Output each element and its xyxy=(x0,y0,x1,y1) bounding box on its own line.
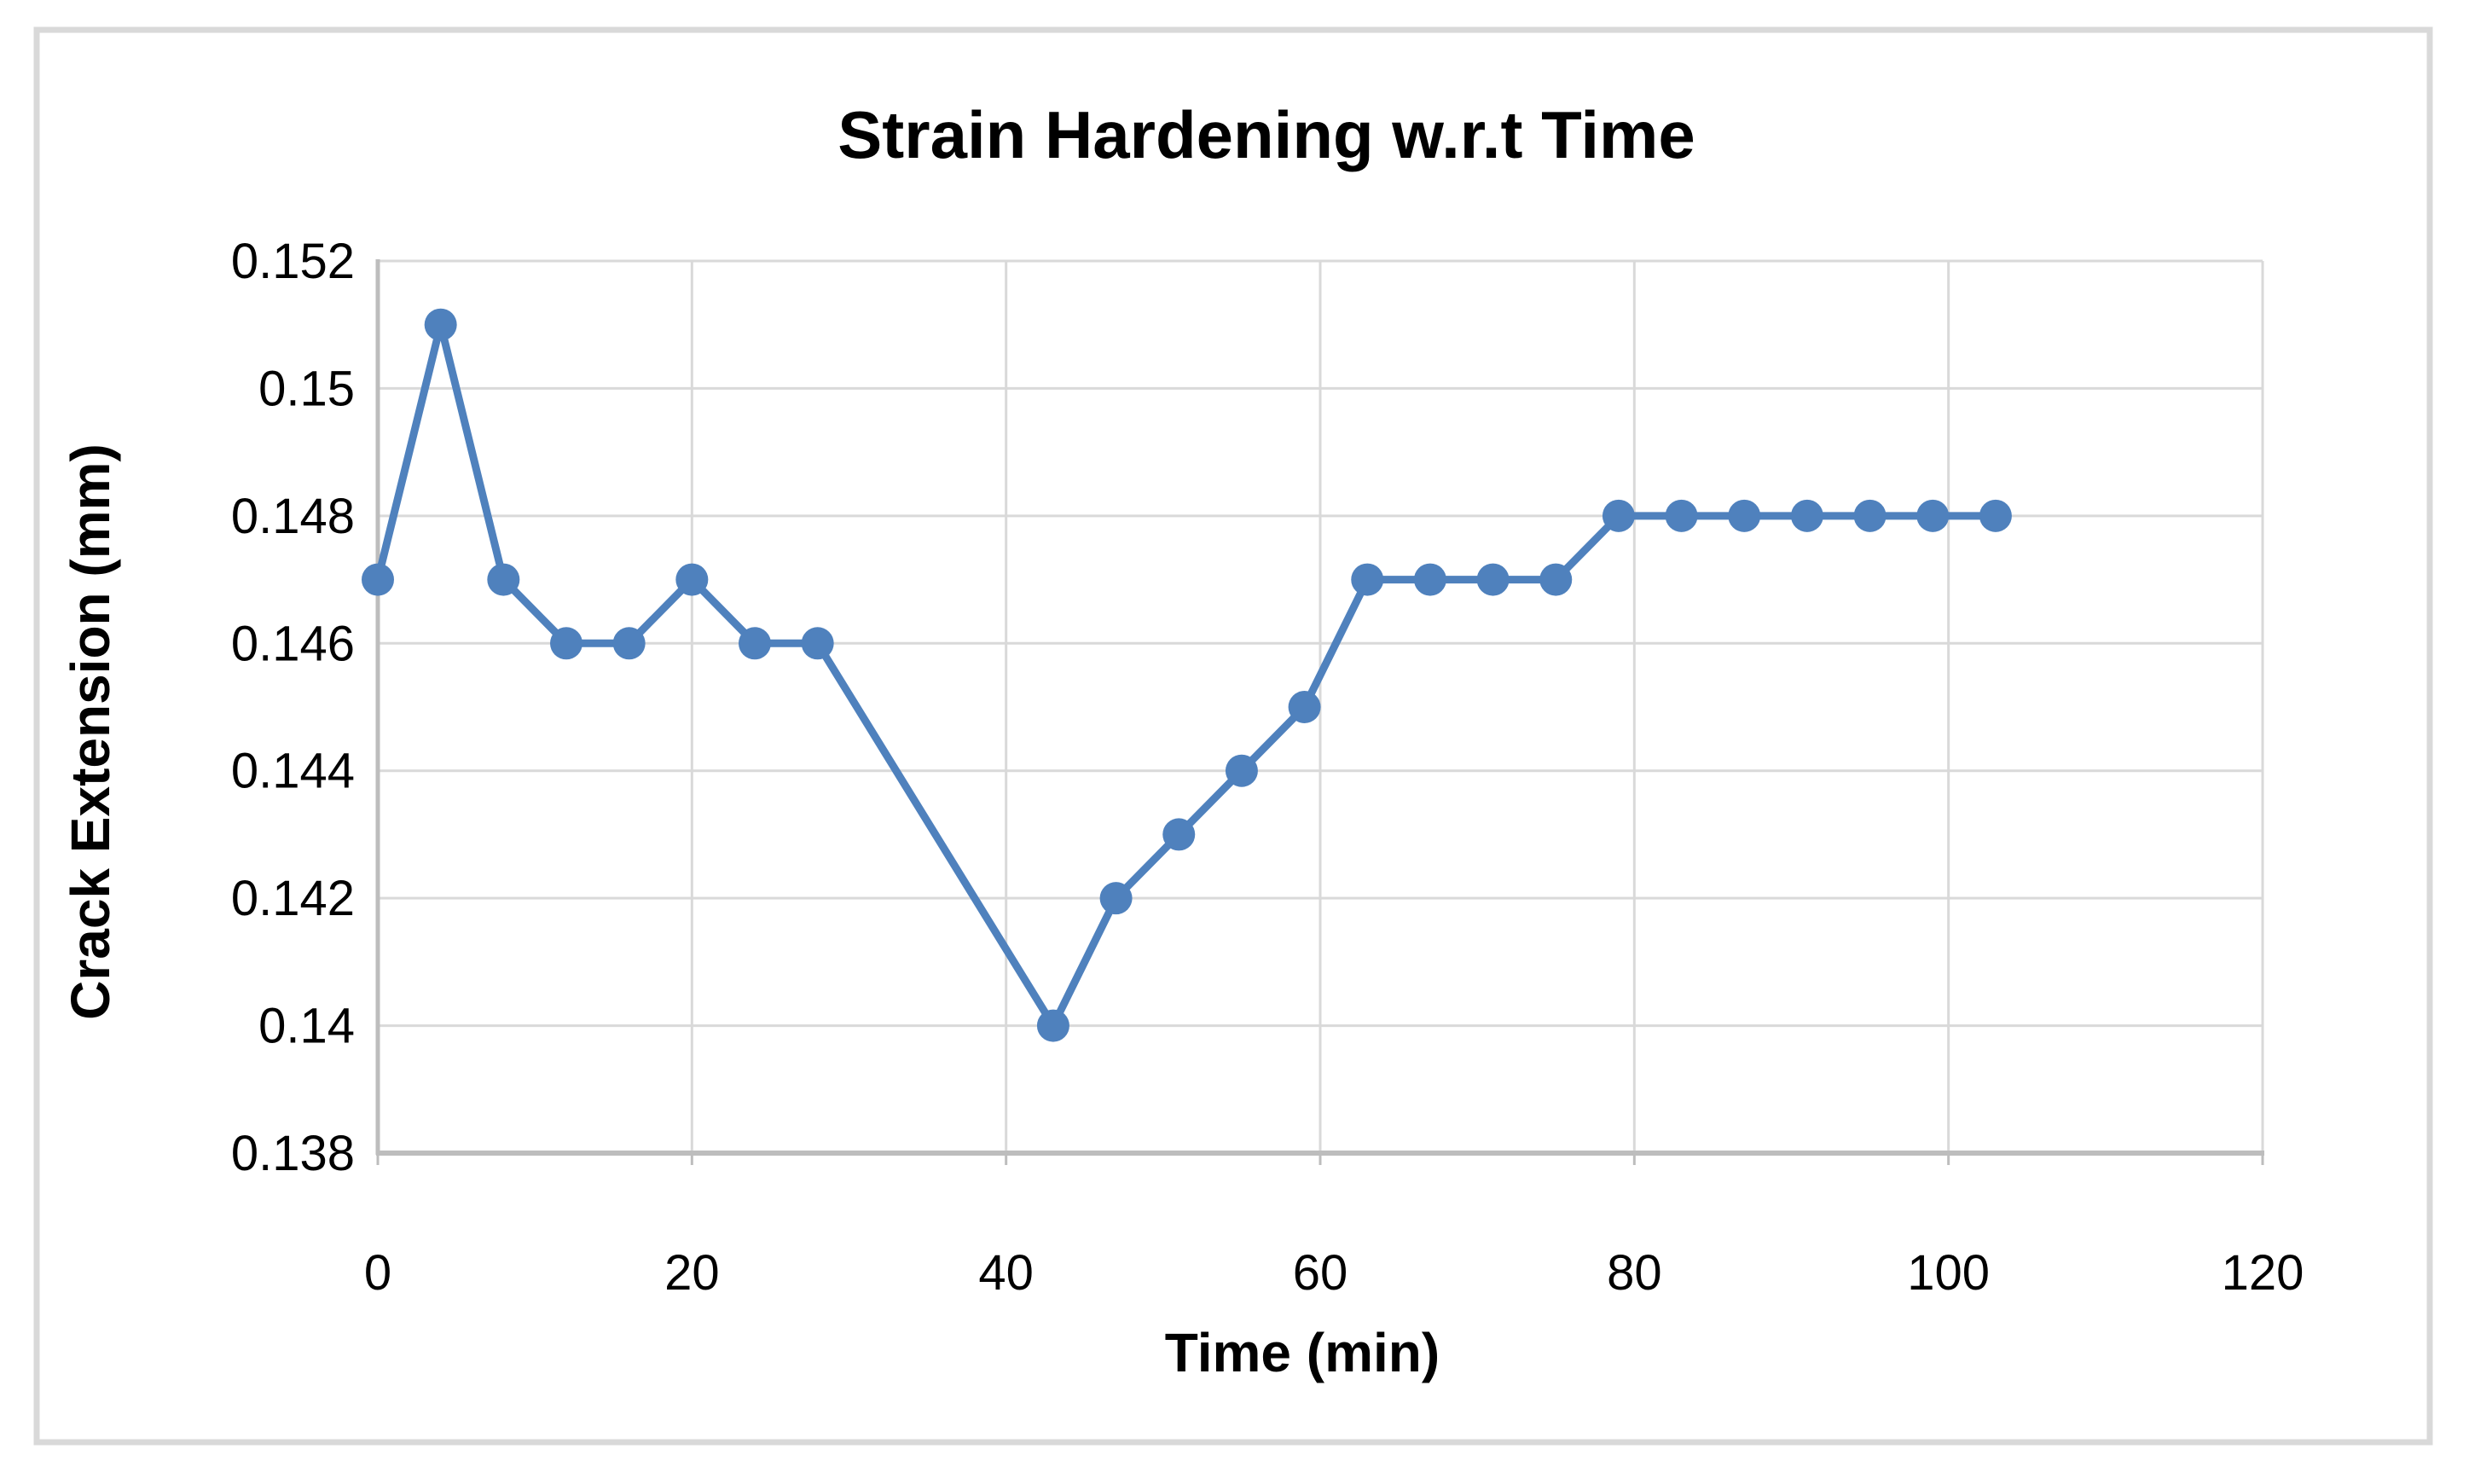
data-point-marker xyxy=(424,308,457,341)
axis-lines xyxy=(375,259,2264,1165)
x-tick-label: 80 xyxy=(1607,1245,1662,1301)
data-point-marker xyxy=(1853,499,1887,532)
data-point-marker xyxy=(1476,563,1510,596)
data-point-marker xyxy=(1162,818,1196,851)
data-point-marker xyxy=(1288,691,1321,723)
data-point-marker xyxy=(1036,1009,1069,1042)
data-point-marker xyxy=(1979,499,2012,532)
data-point-marker xyxy=(1602,499,1635,532)
data-point-marker xyxy=(801,627,834,660)
data-point-marker xyxy=(550,627,582,660)
data-point-marker xyxy=(1728,499,1761,532)
y-tick-label: 0.14 xyxy=(258,999,355,1054)
data-point-marker xyxy=(1099,882,1133,915)
x-tick-label: 120 xyxy=(2222,1245,2304,1301)
data-series xyxy=(362,308,2012,1042)
gridlines xyxy=(378,259,2264,1153)
data-point-marker xyxy=(487,563,520,596)
data-point-marker xyxy=(362,563,394,596)
figure-frame-border xyxy=(33,26,2433,1446)
data-point-marker xyxy=(1351,563,1384,596)
y-axis-title: Crack Extension (mm) xyxy=(60,443,121,1020)
data-point-marker xyxy=(739,627,771,660)
data-point-marker xyxy=(612,627,646,660)
x-tick-labels: 0 20 40 60 80 100 120 xyxy=(364,1245,2304,1301)
data-point-marker xyxy=(1916,499,1950,532)
y-tick-label: 0.138 xyxy=(231,1126,355,1181)
y-tick-label: 0.148 xyxy=(231,489,355,544)
y-tick-label: 0.15 xyxy=(258,361,355,416)
data-point-marker xyxy=(675,563,709,596)
data-point-marker xyxy=(1790,499,1823,532)
x-tick-label: 20 xyxy=(664,1245,720,1301)
data-point-marker xyxy=(1225,754,1258,787)
x-tick-label: 60 xyxy=(1293,1245,1348,1301)
x-tick-label: 100 xyxy=(1907,1245,1990,1301)
data-point-marker xyxy=(1539,563,1573,596)
x-tick-label: 0 xyxy=(364,1245,391,1301)
data-point-marker xyxy=(1413,563,1446,596)
data-point-marker xyxy=(1665,499,1698,532)
chart-title: Strain Hardening w.r.t Time xyxy=(837,97,1695,172)
y-tick-label: 0.142 xyxy=(231,871,355,926)
y-tick-label: 0.144 xyxy=(231,744,355,799)
y-tick-labels: 0.152 0.15 0.148 0.146 0.144 0.142 0.14 0.138 xyxy=(231,234,355,1181)
x-axis-title: Time (min) xyxy=(1165,1322,1440,1383)
x-tick-label: 40 xyxy=(978,1245,1034,1301)
y-tick-label: 0.146 xyxy=(231,616,355,671)
y-tick-label: 0.152 xyxy=(231,234,355,289)
